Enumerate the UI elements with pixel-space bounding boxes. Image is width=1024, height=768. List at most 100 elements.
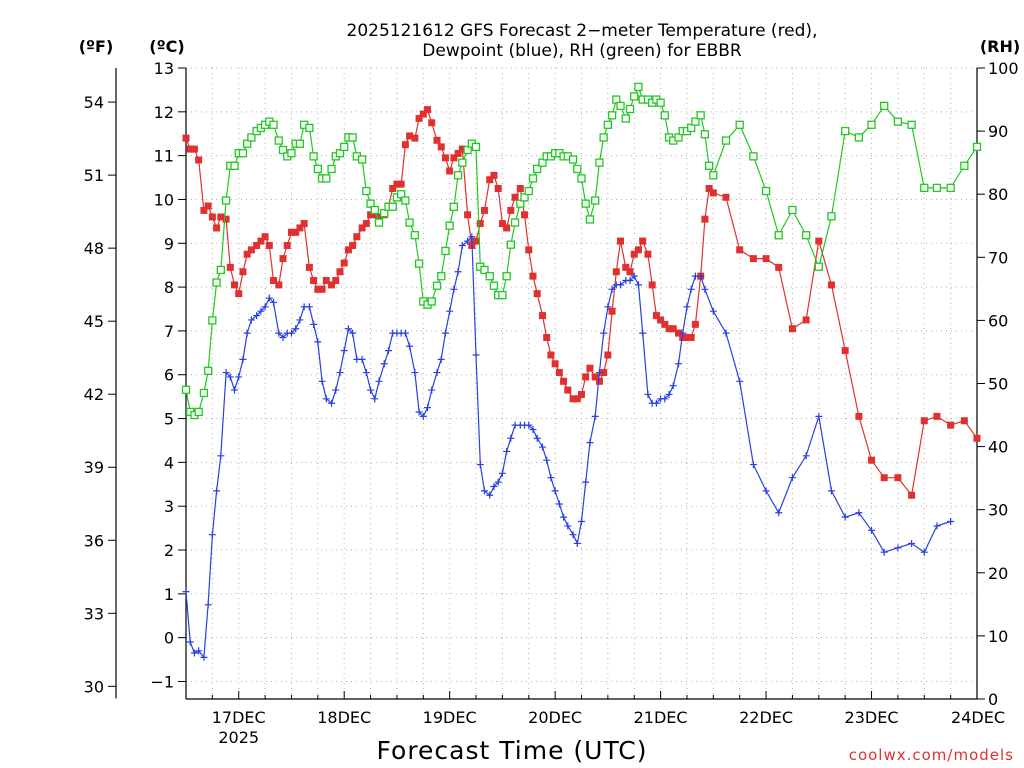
temperature-point bbox=[762, 255, 770, 263]
temperature-point bbox=[340, 259, 348, 267]
dewpoint-point bbox=[586, 439, 594, 447]
dewpoint-point bbox=[494, 478, 502, 486]
rh-point bbox=[616, 101, 625, 111]
temperature-point bbox=[841, 347, 849, 355]
temperature-point bbox=[257, 237, 265, 245]
dewpoint-point bbox=[582, 478, 590, 486]
rh-point bbox=[243, 139, 252, 148]
temperature-point bbox=[578, 390, 585, 398]
temperature-point bbox=[486, 176, 494, 184]
dewpoint-point bbox=[464, 237, 472, 245]
temperature-point bbox=[498, 220, 506, 228]
dewpoint-point bbox=[318, 377, 326, 385]
temperature-point bbox=[516, 185, 524, 193]
rh-point bbox=[309, 152, 318, 161]
temperature-point bbox=[353, 233, 361, 241]
rh-point bbox=[674, 133, 683, 142]
rh-point bbox=[199, 388, 209, 398]
temperature-point bbox=[560, 377, 568, 385]
fahrenheit-tick-label: 42 bbox=[84, 385, 104, 404]
temperature-point bbox=[547, 351, 555, 359]
dewpoint-point bbox=[195, 647, 203, 655]
temperature-point bbox=[595, 377, 603, 385]
temperature-point bbox=[507, 206, 515, 214]
temperature-point bbox=[687, 333, 695, 341]
rh-point bbox=[370, 205, 379, 215]
temperature-point bbox=[709, 189, 717, 197]
dewpoint-point bbox=[450, 285, 458, 293]
temperature-point bbox=[450, 154, 458, 162]
dewpoint-point bbox=[573, 539, 581, 547]
temperature-point bbox=[454, 149, 462, 157]
rh-point bbox=[327, 164, 336, 174]
temperature-point bbox=[344, 246, 352, 254]
temperature-point bbox=[802, 316, 810, 324]
x-tick-label: 21DEC bbox=[634, 708, 688, 727]
temperature-point bbox=[775, 263, 783, 271]
dewpoint-point bbox=[213, 487, 221, 495]
temperature-point bbox=[328, 281, 336, 289]
rh-point bbox=[432, 281, 442, 290]
temperature-point bbox=[283, 241, 291, 249]
dewpoint-point bbox=[222, 369, 230, 377]
rh-point bbox=[340, 142, 349, 152]
dewpoint-point bbox=[604, 303, 612, 311]
dewpoint-point bbox=[401, 329, 409, 337]
temperature-point bbox=[318, 285, 326, 293]
rh-point bbox=[524, 186, 533, 196]
dewpoint-point bbox=[661, 395, 669, 403]
dewpoint-point bbox=[253, 312, 261, 320]
dewpoint-point bbox=[226, 373, 234, 381]
rh-point bbox=[867, 120, 876, 129]
temperature-point bbox=[428, 119, 436, 127]
temperature-point bbox=[411, 134, 419, 142]
temperature-point bbox=[200, 206, 208, 214]
temperature-point bbox=[538, 312, 546, 320]
rh-point bbox=[595, 158, 604, 167]
rh-point bbox=[585, 215, 595, 224]
temperature-point bbox=[815, 237, 823, 245]
rh-point bbox=[221, 196, 231, 205]
rh-point bbox=[380, 208, 389, 218]
temperature-point bbox=[679, 333, 687, 341]
dewpoint-point bbox=[231, 386, 239, 394]
rh-point bbox=[625, 104, 635, 114]
temperature-point bbox=[397, 180, 405, 188]
temperature-point bbox=[920, 417, 928, 425]
dewpoint-point bbox=[437, 355, 445, 363]
temperature-point bbox=[446, 167, 454, 175]
fahrenheit-tick-label: 33 bbox=[84, 604, 104, 623]
temperature-point bbox=[661, 320, 669, 328]
dewpoint-point bbox=[200, 653, 208, 661]
temperature-point bbox=[551, 360, 559, 368]
temperature-point bbox=[371, 211, 379, 219]
dewpoint-point bbox=[630, 272, 638, 280]
dewpoint-point bbox=[468, 233, 476, 241]
x-axis-label: Forecast Time (UTC) bbox=[377, 736, 648, 765]
dewpoint-point bbox=[815, 412, 823, 420]
temperature-point bbox=[634, 246, 642, 254]
rh-point bbox=[397, 190, 406, 199]
rh-point bbox=[427, 297, 436, 306]
dewpoint-point bbox=[261, 303, 269, 311]
temperature-point bbox=[222, 215, 230, 223]
rh-point bbox=[357, 155, 367, 164]
rh-point bbox=[749, 152, 758, 161]
rh-point bbox=[437, 272, 446, 281]
source-credit: coolwx.com/models bbox=[849, 746, 1014, 764]
rh-point bbox=[458, 158, 467, 167]
rh-point bbox=[247, 133, 256, 142]
rh-point bbox=[401, 196, 410, 205]
temperature-point bbox=[908, 491, 916, 499]
dewpoint-point bbox=[415, 408, 423, 416]
rh-tick-label: 70 bbox=[988, 248, 1008, 267]
temperature-point bbox=[675, 329, 683, 337]
dewpoint-point bbox=[292, 325, 300, 333]
dewpoint-point bbox=[669, 382, 677, 390]
dewpoint-point bbox=[652, 399, 660, 407]
fahrenheit-tick-label: 39 bbox=[84, 458, 104, 477]
x-tick-label: 20DEC bbox=[528, 708, 582, 727]
dewpoint-point bbox=[564, 522, 572, 530]
rh-point bbox=[827, 212, 836, 221]
temperature-point bbox=[639, 237, 647, 245]
